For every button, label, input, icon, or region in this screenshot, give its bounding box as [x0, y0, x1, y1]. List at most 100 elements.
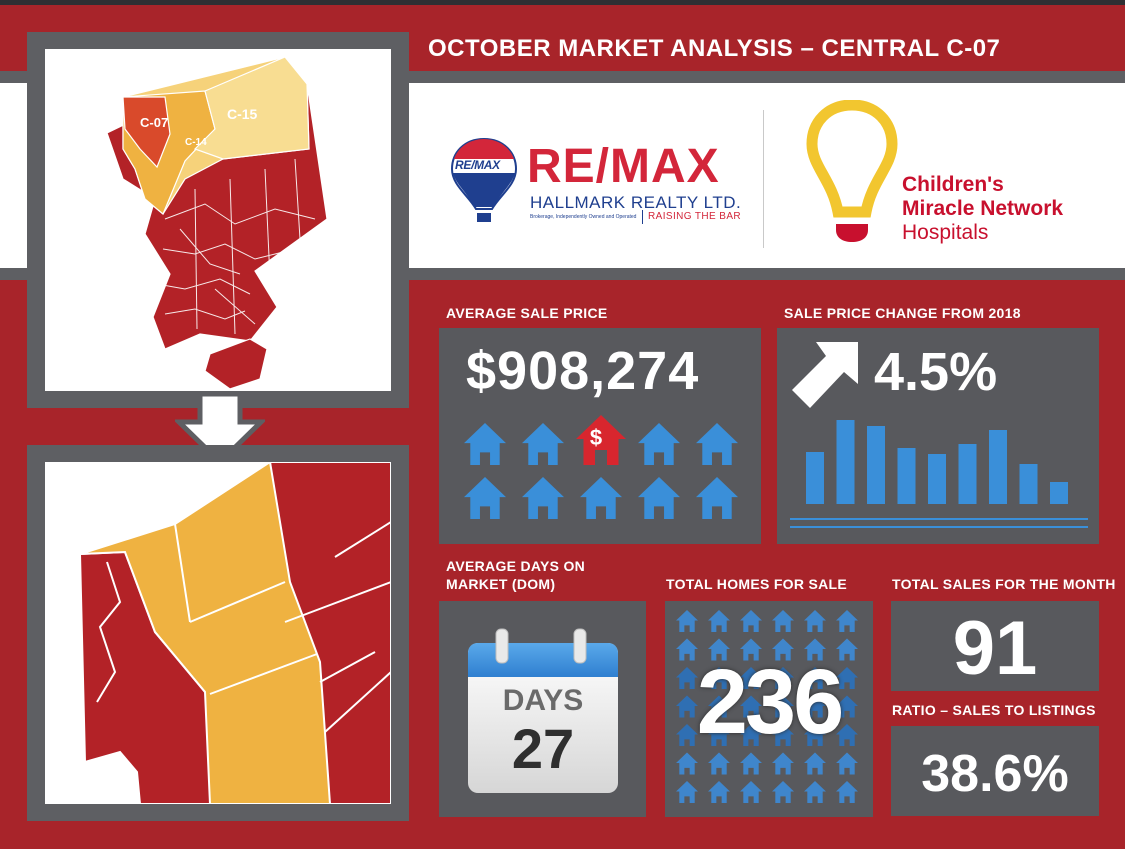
cmn-line3: Hospitals: [902, 221, 989, 244]
arrow-down-icon: [175, 392, 265, 464]
small-house-icon: [804, 610, 826, 632]
dollar-house-icon: [576, 415, 626, 465]
small-house-icon: [708, 667, 730, 689]
house-icon: [522, 477, 564, 519]
bar-icon: [989, 430, 1007, 504]
house-icon: [464, 477, 506, 519]
top-map: C-07 C-14 C-15: [45, 49, 391, 391]
small-house-icon: [708, 724, 730, 746]
bar-icon: [1050, 482, 1068, 504]
small-house-icon: [772, 695, 794, 718]
avg-price-label: AVERAGE SALE PRICE: [446, 305, 608, 321]
bar-icon: [928, 454, 946, 504]
house-icon: [638, 477, 680, 519]
small-house-icon: [836, 667, 858, 689]
district-map-svg: C-07 C-14 C-15: [106, 56, 328, 390]
small-house-icon: [772, 752, 794, 775]
page-title: OCTOBER MARKET ANALYSIS – CENTRAL C-07: [428, 35, 1001, 62]
logo-separator: [763, 110, 764, 248]
cmn-line1: Children's: [902, 173, 1004, 196]
small-house-icon: [676, 695, 698, 718]
house-icon-grid: [464, 415, 738, 519]
remax-fineprint: Brokerage, Independently Owned and Opera…: [530, 214, 637, 220]
small-house-icon: [740, 638, 762, 661]
sales-label: TOTAL SALES FOR THE MONTH: [892, 576, 1116, 592]
calendar-icon: [468, 628, 618, 793]
small-house-icon: [836, 638, 858, 661]
cmn-line2: Miracle Network: [902, 197, 1064, 220]
small-house-icon: [836, 724, 858, 746]
sales-value: 91: [952, 606, 1038, 691]
small-house-icon: [740, 752, 762, 775]
bottom-map-frame: [27, 445, 409, 821]
zone-label-c07: C-07: [140, 115, 168, 130]
small-house-icon: [804, 781, 826, 803]
small-house-icon: [836, 610, 858, 632]
small-house-icon: [740, 724, 762, 746]
house-icon: [464, 423, 506, 465]
balloon-text: RE/MAX: [455, 158, 500, 172]
small-house-icon: [836, 695, 858, 718]
small-house-icon: [836, 781, 858, 803]
remax-divider: [642, 210, 643, 224]
small-house-icon: [676, 610, 698, 632]
bar-icon: [897, 448, 916, 504]
bottom-map: [45, 462, 391, 804]
homes-panel: [665, 601, 873, 817]
top-strip: [0, 0, 1125, 5]
sales-panel: [891, 601, 1099, 691]
house-icon: [638, 423, 680, 465]
small-house-icon: [804, 695, 826, 718]
dom-label-line1: AVERAGE DAYS ON: [446, 558, 586, 574]
dom-label-line2: MARKET (DOM): [446, 576, 556, 592]
small-house-icon: [708, 610, 730, 632]
small-house-icon: [804, 724, 826, 746]
house-icon: [580, 477, 622, 519]
avg-price-value: $908,274: [466, 341, 700, 401]
homes-label: TOTAL HOMES FOR SALE: [666, 576, 848, 592]
small-house-icon: [708, 781, 730, 803]
house-icon: [522, 423, 564, 465]
remax-tagline: RAISING THE BAR: [648, 211, 742, 222]
baseline-line: [790, 518, 1088, 520]
zone-label-c14: C-14: [185, 137, 207, 148]
small-house-icon: [676, 638, 698, 661]
small-house-icon: [740, 781, 762, 803]
small-house-icon: [676, 724, 698, 746]
bar-icon: [1019, 464, 1038, 504]
dom-value: 27: [511, 717, 575, 780]
small-house-icon: [740, 667, 762, 689]
price-change-value: 4.5%: [874, 342, 998, 402]
dom-days-word: DAYS: [502, 684, 584, 717]
bar-chart-icon: [790, 420, 1088, 528]
bar-icon: [958, 444, 977, 504]
remax-name: RE/MAX: [527, 140, 720, 193]
bar-icon: [806, 452, 824, 504]
house-grid-icon: [676, 610, 858, 803]
hot-air-balloon-icon: [450, 137, 518, 222]
small-house-icon: [676, 667, 698, 689]
trend-up-arrow-icon: [792, 342, 858, 408]
ratio-label: RATIO – SALES TO LISTINGS: [892, 702, 1096, 718]
small-house-icon: [772, 667, 794, 689]
small-house-icon: [804, 667, 826, 689]
small-house-icon: [708, 695, 730, 718]
house-icon: [696, 477, 738, 519]
small-house-icon: [740, 695, 762, 718]
homes-value: 236: [696, 651, 845, 753]
small-house-icon: [804, 638, 826, 661]
remax-company: HALLMARK REALTY LTD.: [530, 193, 742, 212]
zoomed-map-svg: [78, 462, 391, 804]
baseline-line: [790, 526, 1088, 528]
small-house-icon: [836, 752, 858, 775]
small-house-icon: [676, 752, 698, 775]
dollar-sign: $: [589, 425, 603, 450]
ratio-value: 38.6%: [921, 745, 1069, 803]
small-house-icon: [772, 638, 794, 661]
small-house-icon: [804, 752, 826, 775]
small-house-icon: [676, 781, 698, 803]
house-icon: [696, 423, 738, 465]
price-change-label: SALE PRICE CHANGE FROM 2018: [784, 305, 1021, 321]
small-house-icon: [772, 724, 794, 746]
